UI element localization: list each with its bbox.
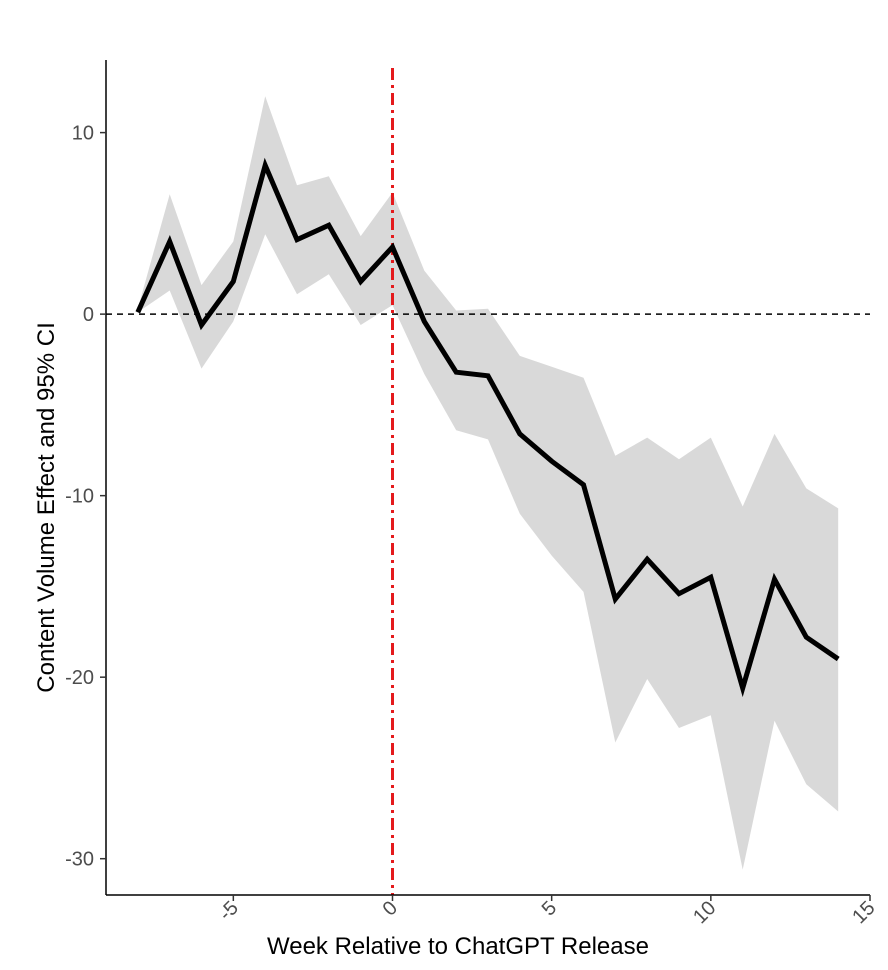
y-axis-title: Content Volume Effect and 95% CI (33, 322, 60, 692)
estimate-line (135, 157, 840, 698)
y-tick-label: -10 (65, 486, 94, 508)
estimate-line-layer (135, 157, 840, 698)
x-tick-label: 0 (379, 897, 402, 920)
ci-ribbon (137, 96, 839, 870)
y-tick-label: -20 (65, 667, 94, 689)
ci-ribbon-layer (137, 96, 839, 870)
x-tick-label: 5 (538, 897, 561, 920)
x-tick-label: 15 (848, 897, 879, 928)
y-tick-label: 10 (72, 123, 94, 145)
x-tick-label: -5 (215, 897, 243, 925)
x-axis-title: Week Relative to ChatGPT Release (267, 933, 649, 960)
x-tick-label: 10 (689, 897, 720, 928)
axes-layer: -30 -20 -10 0 10 -5 0 5 10 15 (65, 60, 880, 928)
y-tick-label: 0 (83, 304, 94, 326)
y-tick-label: -30 (65, 849, 94, 871)
